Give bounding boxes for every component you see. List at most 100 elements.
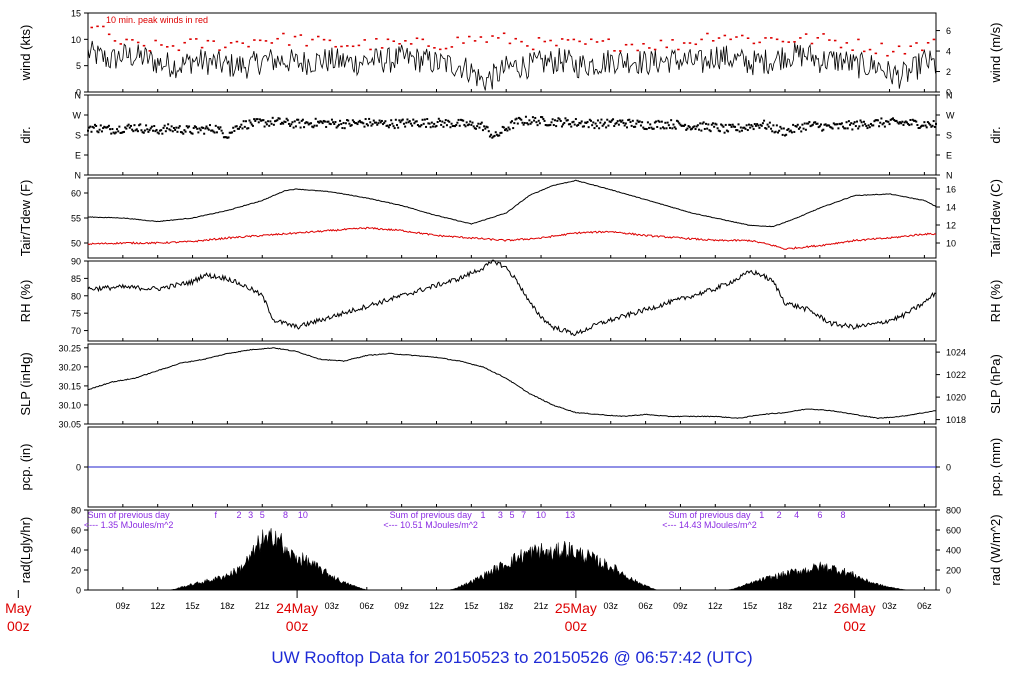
dir-point (516, 122, 519, 125)
peak-wind-mark (897, 45, 901, 48)
peak-wind-mark (874, 52, 878, 55)
dir-point (734, 125, 737, 128)
peak-wind-mark (764, 37, 767, 39)
dir-point (531, 116, 534, 119)
peak-wind-mark (235, 40, 239, 43)
dir-point (896, 121, 899, 124)
dir-point (170, 125, 173, 128)
dir-point (924, 124, 927, 127)
dir-point (619, 119, 622, 122)
radiation-note: <--- 14.43 MJoules/m^2 (662, 520, 757, 530)
dir-point (490, 133, 493, 136)
dir-point (803, 122, 806, 125)
dir-point (810, 124, 813, 127)
dir-point (332, 121, 335, 124)
peak-wind-mark (619, 50, 622, 52)
dir-point (95, 124, 98, 127)
dir-point (206, 127, 209, 130)
y-tick-label-right: 16 (946, 185, 956, 195)
peak-wind-mark (241, 42, 244, 44)
dir-point (226, 136, 229, 139)
dir-point (145, 124, 148, 127)
x-tick-label: 03z (325, 601, 340, 611)
dir-point (555, 125, 558, 128)
dir-point (907, 122, 910, 125)
peak-wind-mark (572, 38, 576, 41)
dir-point (549, 123, 552, 126)
y-tick-label-right: 10 (946, 239, 956, 249)
dir-point (291, 121, 294, 124)
dir-point (806, 122, 809, 125)
dir-point (354, 122, 357, 125)
dir-point (593, 127, 596, 130)
dir-point (548, 124, 551, 127)
dir-point (448, 120, 451, 123)
dir-point (239, 125, 242, 128)
dir-point (830, 126, 833, 129)
y-tick-label-right: 1022 (946, 370, 966, 380)
dir-point (885, 120, 888, 123)
dir-point (416, 124, 419, 127)
dir-point (698, 128, 701, 131)
tair-series (87, 179, 937, 228)
peak-wind-mark (932, 38, 936, 41)
peak-wind-mark (386, 38, 390, 41)
dir-point (365, 123, 368, 126)
dir-point (751, 125, 754, 128)
dir-point (723, 131, 726, 134)
dir-point (385, 124, 388, 127)
dir-point (357, 120, 360, 123)
peak-wind-mark (653, 48, 657, 51)
dir-point (227, 136, 230, 139)
dir-point (580, 120, 583, 123)
dir-point (156, 131, 159, 134)
dir-point (652, 127, 655, 130)
dir-point (422, 122, 425, 125)
dir-point (770, 127, 773, 130)
dir-point (312, 126, 315, 129)
dir-point (174, 128, 177, 131)
dir-point (558, 118, 561, 121)
panel-rh: 70 75 80 85 90 RH (%) RH (%) (18, 257, 1003, 342)
hour-marker: 5 (509, 510, 514, 520)
dir-point (191, 132, 194, 135)
peak-wind-mark (584, 43, 587, 45)
dir-point (801, 123, 804, 126)
dir-point (613, 125, 616, 128)
dir-point (930, 125, 933, 128)
dir-point (529, 122, 532, 125)
dir-point (708, 129, 711, 132)
dir-point (339, 119, 342, 122)
dir-point (473, 127, 476, 130)
dir-point (232, 126, 235, 129)
dir-point (599, 121, 602, 124)
dir-point (409, 122, 412, 125)
dir-point (168, 128, 171, 131)
dir-point (98, 128, 101, 131)
dir-point (132, 130, 135, 133)
dir-point (655, 120, 658, 123)
dir-point (343, 127, 346, 130)
dir-point (327, 120, 330, 123)
peak-wind-mark (165, 46, 169, 48)
peak-wind-mark (363, 39, 366, 41)
dir-point (872, 124, 875, 127)
peak-wind-mark (398, 43, 401, 45)
dir-point (756, 123, 759, 126)
dir-point (235, 125, 238, 128)
dir-point (720, 123, 723, 126)
y-axis-label: Tair/Tdew (F) (18, 180, 33, 257)
dir-point (534, 116, 537, 119)
dir-point (305, 121, 308, 124)
dir-point (380, 119, 383, 122)
peak-wind-mark (229, 42, 233, 44)
y-tick-label: 30.20 (58, 362, 81, 372)
dir-point (738, 130, 741, 133)
y-axis-label-right: RH (%) (988, 280, 1003, 323)
hour-marker: 8 (841, 510, 846, 520)
dir-point (903, 121, 906, 124)
peak-wind-mark (851, 49, 854, 51)
dir-point (815, 122, 818, 125)
dir-point (350, 124, 353, 127)
dir-point (674, 127, 677, 130)
